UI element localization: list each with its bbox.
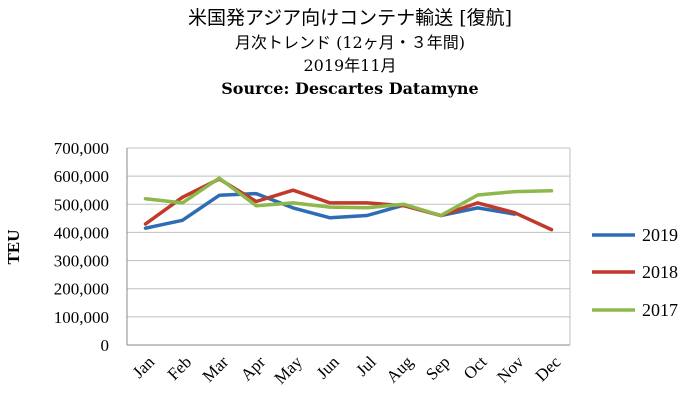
- x-tick-label: Jun: [313, 352, 343, 382]
- x-tick-label: Mar: [199, 352, 233, 386]
- chart-subtitle-period: 月次トレンド (12ヶ月・３年間): [235, 33, 465, 52]
- y-tick-label: 700,000: [54, 139, 109, 158]
- x-axis-ticks: Jan Feb Mar Apr May Jun Jul Aug Sep Oct Nov Dec: [129, 352, 565, 388]
- series-line-2017: [143, 176, 554, 218]
- x-tick-label: Jul: [352, 352, 380, 380]
- legend: 2019 2018 2017: [592, 225, 678, 320]
- x-tick-label: Aug: [383, 352, 417, 386]
- y-tick-label: 0: [101, 336, 110, 355]
- y-axis-ticks: 0 100,000 200,000 300,000 400,000 500,000 600,…: [54, 139, 109, 355]
- x-tick-label: Feb: [164, 352, 195, 383]
- legend-label-2017: 2017: [642, 300, 678, 320]
- y-axis-label: TEU: [4, 230, 23, 265]
- x-tick-label: Nov: [493, 352, 527, 386]
- series-lines: [143, 176, 554, 232]
- y-tick-label: 400,000: [54, 223, 109, 242]
- y-tick-label: 100,000: [54, 308, 109, 327]
- x-tick-label: Dec: [532, 352, 565, 385]
- y-tick-label: 600,000: [54, 167, 109, 186]
- chart-source: Source: Descartes Datamyne: [221, 79, 479, 98]
- y-tick-label: 300,000: [54, 252, 109, 271]
- chart-subtitle-date: 2019年11月: [303, 56, 397, 75]
- x-tick-label: May: [270, 352, 306, 388]
- chart-title: 米国発アジア向けコンテナ輸送 [復航]: [187, 7, 513, 29]
- chart-titles: 米国発アジア向けコンテナ輸送 [復航] 月次トレンド (12ヶ月・３年間) 20…: [0, 6, 700, 100]
- legend-label-2018: 2018: [642, 262, 678, 282]
- x-tick-label: Sep: [422, 352, 453, 383]
- x-tick-label: Apr: [237, 352, 269, 384]
- legend-label-2019: 2019: [642, 225, 678, 245]
- x-tick-label: Oct: [460, 352, 491, 383]
- y-tick-label: 500,000: [54, 195, 109, 214]
- x-tick-label: Jan: [129, 352, 159, 382]
- y-tick-label: 200,000: [54, 280, 109, 299]
- gridlines: [126, 147, 571, 346]
